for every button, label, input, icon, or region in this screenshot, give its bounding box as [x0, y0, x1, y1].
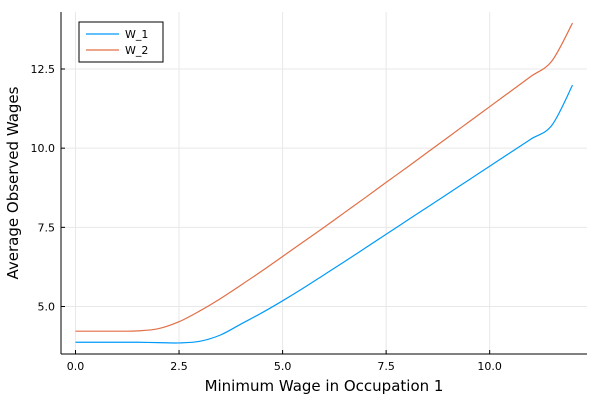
- x-tick-label: 10.0: [477, 360, 502, 373]
- axes: 0.0 2.5 5.0 7.5 10.0 5.0 7.5 10.0 12.5: [31, 12, 587, 373]
- series-line-w-2: [75, 22, 574, 332]
- legend-label: W_2: [125, 44, 148, 57]
- y-tick-label: 12.5: [31, 63, 56, 76]
- legend-box: [78, 21, 164, 63]
- x-tick-label: 7.5: [377, 360, 395, 373]
- x-axis-title: Minimum Wage in Occupation 1: [205, 377, 444, 395]
- x-tick-label: 5.0: [274, 360, 292, 373]
- y-tick-label: 7.5: [38, 221, 56, 234]
- y-axis-title: Average Observed Wages: [4, 86, 22, 279]
- series-layer: [75, 22, 574, 344]
- y-tick-label: 5.0: [38, 301, 56, 314]
- series-line-w-1: [75, 84, 574, 344]
- legend: W_1W_2: [78, 21, 164, 63]
- x-tick-label: 0.0: [67, 360, 85, 373]
- grid: [61, 12, 587, 354]
- x-tick-label: 2.5: [170, 360, 188, 373]
- legend-label: W_1: [125, 28, 148, 41]
- y-tick-label: 10.0: [31, 142, 56, 155]
